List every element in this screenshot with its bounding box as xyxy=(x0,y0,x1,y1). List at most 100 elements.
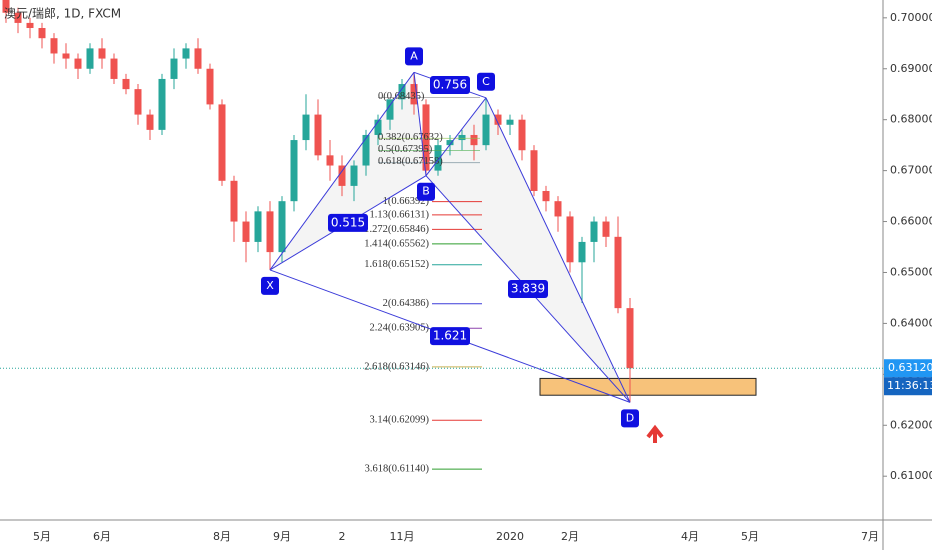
y-tick-label: 0.64000 xyxy=(890,316,932,329)
x-tick-label: 7月 xyxy=(861,530,879,543)
fib-label: 2.618(0.63146) xyxy=(364,361,429,372)
candle-body xyxy=(374,119,382,135)
x-tick-label: 2 xyxy=(339,530,346,543)
ratio-box xyxy=(328,213,368,232)
candle-body xyxy=(290,140,298,202)
point-box xyxy=(405,47,423,66)
candle-body xyxy=(350,165,358,186)
last-price-box xyxy=(884,359,932,378)
pattern-line xyxy=(269,72,415,271)
candle-body xyxy=(2,0,10,13)
candle-body xyxy=(38,28,46,39)
ratio-label: 1.621 xyxy=(433,329,467,343)
plot: 0(0.68435) 0.382(0.67632)0.5(0.67395)0.61… xyxy=(0,0,883,474)
candle-body xyxy=(98,48,106,59)
y-tick-label: 0.65000 xyxy=(890,265,932,278)
chart-title: 澳元/瑞郎, 1D, FXCM xyxy=(4,7,121,21)
point-label: C xyxy=(482,75,490,88)
fib-label: 3.14(0.62099) xyxy=(370,415,430,426)
x-tick-label: 4月 xyxy=(681,530,699,543)
x-tick-label: 6月 xyxy=(93,530,111,543)
candle-body xyxy=(338,165,346,186)
candle-body xyxy=(482,114,490,146)
candle-body xyxy=(14,12,22,23)
pattern-line xyxy=(485,97,631,403)
x-tick-label: 11月 xyxy=(390,530,415,543)
candle-body xyxy=(422,104,430,171)
fib-label: 2(0.64386) xyxy=(383,298,430,309)
pattern-area xyxy=(270,72,426,270)
candle-body xyxy=(278,201,286,253)
candle-body xyxy=(446,140,454,146)
fib-label: 0.618(0.67158) xyxy=(378,156,443,167)
point-label: X xyxy=(266,279,274,292)
point-box xyxy=(477,72,495,91)
target-zone xyxy=(539,377,757,396)
point-box xyxy=(417,182,435,201)
x-tick-label: 5月 xyxy=(33,530,51,543)
candle-body xyxy=(314,114,322,156)
y-tick-label: 0.69000 xyxy=(890,62,932,75)
candle-body xyxy=(518,119,526,151)
y-tick-label: 0.67000 xyxy=(890,164,932,177)
candle-body xyxy=(566,216,574,263)
candle-body xyxy=(50,38,58,54)
fib-label: 0(0.68435) xyxy=(378,91,425,102)
pattern-area xyxy=(426,97,630,403)
candle-body xyxy=(194,48,202,69)
y-tick-label: 0.68000 xyxy=(890,113,932,126)
candle-body xyxy=(326,155,334,166)
x-tick-label: 5月 xyxy=(741,530,759,543)
candle-body xyxy=(386,99,394,120)
candle-body xyxy=(266,211,274,253)
x-tick-label: 2月 xyxy=(561,530,579,543)
candle-body xyxy=(494,114,502,125)
ratio-label: 0.515 xyxy=(331,215,365,229)
candle-body xyxy=(398,84,406,100)
candle-body xyxy=(614,236,622,309)
y-tick-label: 0.66000 xyxy=(890,215,932,228)
x-tick-label: 9月 xyxy=(273,530,291,543)
time-box xyxy=(884,377,932,396)
candle-body xyxy=(86,48,94,69)
ratio-label: 3.839 xyxy=(511,282,545,296)
ratio-box xyxy=(430,327,470,346)
fib-label: 2.24(0.63905) xyxy=(370,323,430,334)
candle-body xyxy=(602,221,610,237)
candle-body xyxy=(242,221,250,242)
ratio-box xyxy=(430,76,470,95)
candle-body xyxy=(230,180,238,222)
candle-body xyxy=(302,114,310,141)
candle-body xyxy=(410,84,418,105)
candle-body xyxy=(182,48,190,59)
countdown-label: 11:36:13 xyxy=(887,379,932,392)
ratio-label: 0.756 xyxy=(433,78,467,92)
candle-body xyxy=(26,22,34,29)
candle-body xyxy=(170,58,178,79)
point-label: B xyxy=(422,185,430,198)
point-box xyxy=(621,409,639,428)
fib-label: 1.618(0.65152) xyxy=(364,259,429,270)
x-tick-label: 2020 xyxy=(496,530,524,543)
candle-body xyxy=(74,58,82,69)
candle-body xyxy=(434,145,442,171)
candle-body xyxy=(134,89,142,115)
candle-body xyxy=(554,201,562,217)
pattern-line xyxy=(425,97,487,177)
fib-label: 0.5(0.67395) xyxy=(378,144,433,155)
fib-label: 1(0.66392) xyxy=(383,196,430,207)
y-tick-label: 0.62000 xyxy=(890,418,932,431)
pattern-line xyxy=(413,72,427,176)
ratio-box xyxy=(508,280,548,299)
candle-body xyxy=(626,308,634,369)
point-label: D xyxy=(626,411,634,424)
candle-body xyxy=(542,190,550,202)
candle-body xyxy=(146,114,154,130)
y-tick-label: 0.70000 xyxy=(890,11,932,24)
candle-body xyxy=(254,211,262,242)
candle-body xyxy=(506,119,514,125)
candle-body xyxy=(578,241,586,263)
candle-body xyxy=(122,78,130,90)
x-tick-label: 8月 xyxy=(213,530,231,543)
